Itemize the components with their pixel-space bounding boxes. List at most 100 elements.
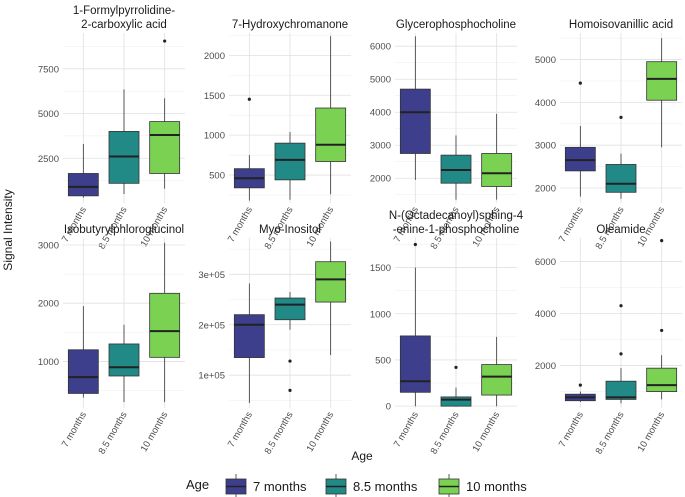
x-tick-label: 10 months bbox=[471, 410, 503, 454]
y-tick-label: 3000 bbox=[38, 240, 59, 251]
outlier-point bbox=[619, 304, 623, 308]
panel-5: Isobutyrylphloroglucinol 1000 2000 3000 7 mo… bbox=[38, 224, 185, 456]
outlier-point bbox=[619, 115, 623, 119]
y-tick-label: 1500 bbox=[370, 263, 391, 274]
x-tick-label: 8.5 months bbox=[263, 410, 296, 456]
x-tick-label: 10 months bbox=[305, 410, 337, 454]
x-tick-label: 10 months bbox=[139, 410, 171, 454]
panel-title: Homoisovanillic acid bbox=[569, 19, 673, 31]
box-8-5-months bbox=[274, 131, 306, 200]
box-iqr bbox=[481, 364, 513, 396]
box-iqr bbox=[315, 107, 347, 162]
panel-title: Isobutyrylphloroglucinol bbox=[64, 224, 184, 236]
box-iqr bbox=[646, 61, 678, 101]
y-tick-label: 3000 bbox=[370, 141, 391, 152]
y-axis-title: Signal Intensity bbox=[1, 189, 15, 270]
outlier-point bbox=[413, 242, 417, 247]
panel-title: Myo-Inositol bbox=[259, 224, 321, 236]
x-tick-label: 10 months bbox=[636, 410, 668, 454]
box-iqr bbox=[646, 367, 678, 392]
box-iqr bbox=[605, 164, 637, 193]
x-axis-title: Age bbox=[351, 449, 373, 463]
y-tick-label: 5000 bbox=[38, 109, 59, 120]
panel-6: Myo-Inositol 1e+05 2e+05 3e+05 7 months 8.5 m… bbox=[198, 224, 351, 456]
legend-item-8-5-months: 8.5 months bbox=[325, 474, 418, 497]
panel-2: 7-Hydroxychromanone 500 1000 1500 2000 7 mont… bbox=[204, 19, 351, 251]
box-iqr bbox=[108, 343, 140, 377]
x-tick-label: 7 months bbox=[392, 410, 421, 450]
box-7-months bbox=[233, 97, 265, 201]
x-tick-label: 7 months bbox=[226, 205, 255, 245]
y-tick-label: 3e+05 bbox=[198, 270, 225, 281]
legend-item-7-months: 7 months bbox=[225, 474, 307, 497]
y-tick-label: 2000 bbox=[535, 361, 556, 372]
legend-title: Age bbox=[186, 477, 209, 492]
outlier-point bbox=[288, 359, 292, 363]
box-iqr bbox=[274, 297, 306, 321]
outlier-point bbox=[660, 239, 664, 243]
outlier-point bbox=[578, 81, 582, 85]
box-iqr bbox=[481, 153, 513, 187]
box-iqr bbox=[440, 396, 472, 407]
y-tick-label: 2000 bbox=[535, 184, 556, 195]
box-10-months bbox=[481, 336, 513, 407]
panel-1: 1-Formylpyrrolidine- 2-carboxylic acid 250… bbox=[38, 5, 185, 251]
y-tick-label: 5000 bbox=[535, 55, 556, 66]
y-tick-label: 6000 bbox=[370, 42, 391, 53]
box-iqr bbox=[274, 142, 306, 181]
y-tick-label: 3000 bbox=[535, 141, 556, 152]
outlier-point bbox=[247, 97, 251, 101]
y-tick-label: 4000 bbox=[370, 108, 391, 119]
y-tick-label: 500 bbox=[209, 171, 225, 182]
y-tick-label: 500 bbox=[375, 355, 391, 366]
box-10-months bbox=[315, 241, 347, 356]
x-tick-label: 7 months bbox=[60, 410, 89, 450]
box-iqr bbox=[233, 314, 265, 358]
box-8-5-months bbox=[274, 291, 306, 392]
legend-label: 8.5 months bbox=[353, 479, 418, 494]
box-10-months bbox=[646, 239, 678, 400]
panel-title: 2-carboxylic acid bbox=[81, 19, 167, 31]
panel-grid: 1-Formylpyrrolidine- 2-carboxylic acid 250… bbox=[38, 5, 682, 456]
box-10-months bbox=[149, 39, 181, 189]
outlier-point bbox=[578, 383, 582, 387]
y-tick-label: 2500 bbox=[38, 154, 59, 165]
y-tick-label: 0 bbox=[386, 402, 391, 413]
y-tick-label: 1000 bbox=[370, 309, 391, 320]
y-tick-label: 5000 bbox=[370, 75, 391, 86]
panel-title: -enine-1-phosphocholine bbox=[393, 224, 520, 236]
box-8-5-months bbox=[605, 304, 637, 404]
panel-4: Homoisovanillic acid 2000 3000 4000 5000 7 mo… bbox=[535, 19, 682, 251]
x-tick-label: 8.5 months bbox=[97, 410, 130, 456]
box-iqr bbox=[67, 349, 99, 394]
box-iqr bbox=[564, 146, 596, 172]
x-tick-label: 7 months bbox=[557, 410, 586, 450]
legend-label: 7 months bbox=[253, 479, 307, 494]
box-10-months bbox=[149, 242, 181, 403]
box-8-5-months bbox=[440, 135, 472, 200]
panel-title: 7-Hydroxychromanone bbox=[232, 19, 348, 31]
legend: Age 7 months 8.5 months 10 months bbox=[186, 474, 527, 497]
box-7-months bbox=[233, 283, 265, 403]
y-tick-label: 2000 bbox=[204, 51, 225, 62]
x-tick-label: 8.5 months bbox=[429, 410, 462, 456]
y-tick-label: 2000 bbox=[370, 174, 391, 185]
y-tick-label: 1e+05 bbox=[198, 371, 225, 382]
outlier-point bbox=[454, 365, 458, 369]
y-tick-label: 1000 bbox=[204, 131, 225, 142]
box-7-months bbox=[564, 383, 596, 403]
box-8-5-months bbox=[108, 89, 140, 195]
box-iqr bbox=[399, 335, 431, 393]
panel-title: Glycerophosphocholine bbox=[396, 19, 516, 31]
y-tick-label: 2000 bbox=[38, 299, 59, 310]
panel-title: 1-Formylpyrrolidine- bbox=[73, 5, 175, 17]
y-tick-label: 4000 bbox=[535, 309, 556, 320]
y-tick-label: 4000 bbox=[535, 98, 556, 109]
box-8-5-months bbox=[108, 324, 140, 403]
box-8-5-months bbox=[440, 365, 472, 407]
box-10-months bbox=[646, 38, 678, 148]
box-iqr bbox=[67, 173, 99, 197]
panel-8: Oleamide 2000 4000 6000 7 months 8.5 months 10… bbox=[535, 224, 682, 456]
outlier-point bbox=[660, 328, 664, 333]
box-iqr bbox=[399, 88, 431, 154]
